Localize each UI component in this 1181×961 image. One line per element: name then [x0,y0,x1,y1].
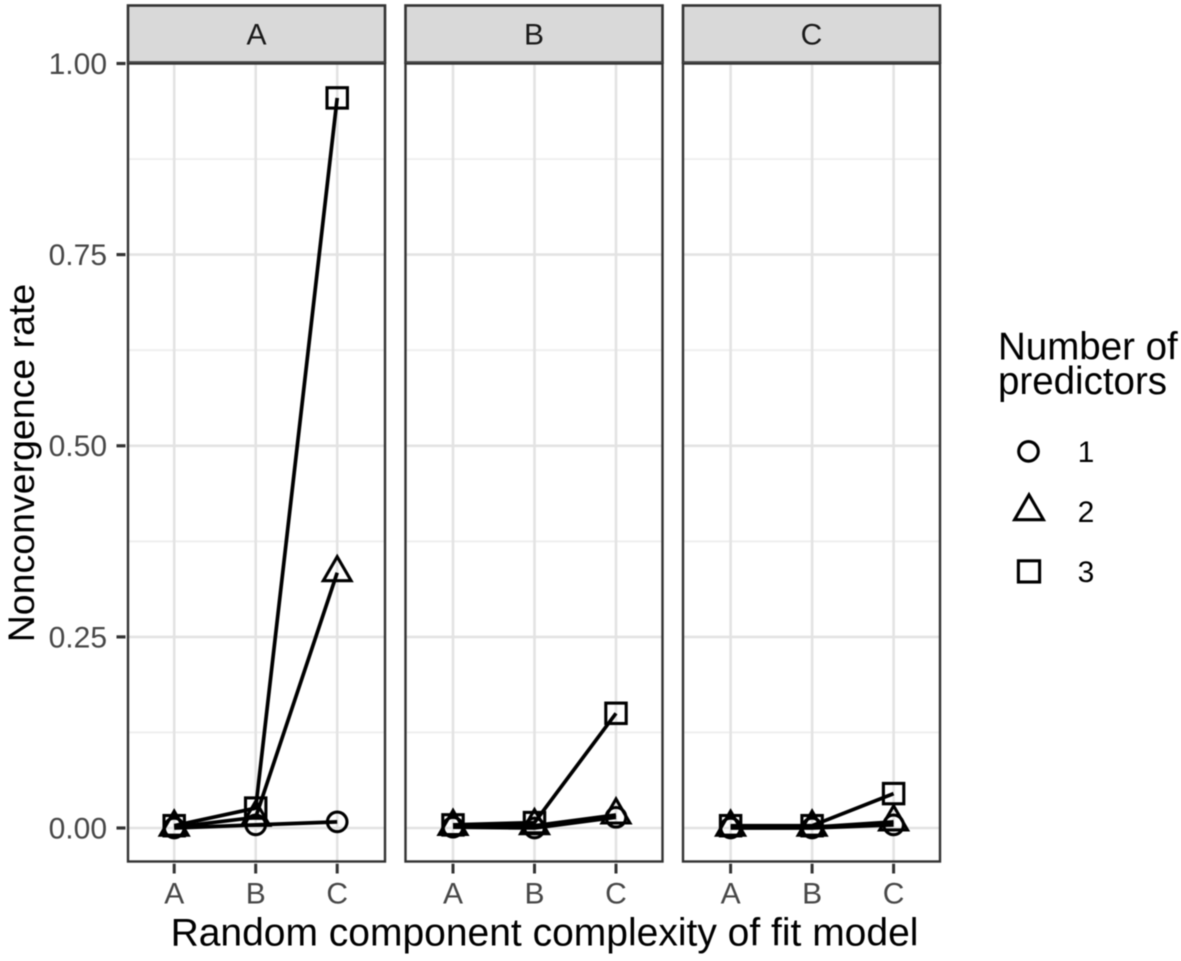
svg-text:C: C [605,878,627,911]
svg-text:0.50: 0.50 [49,430,107,463]
svg-text:B: B [802,878,822,911]
svg-text:Nonconvergence rate: Nonconvergence rate [0,284,42,643]
svg-text:predictors: predictors [998,360,1167,403]
svg-text:0.75: 0.75 [49,239,107,272]
svg-text:B: B [246,878,266,911]
svg-text:A: A [246,19,266,52]
svg-text:C: C [883,878,905,911]
svg-text:0.25: 0.25 [49,621,107,654]
svg-text:Number of: Number of [998,325,1178,368]
svg-text:B: B [524,878,544,911]
svg-text:0.00: 0.00 [49,812,107,845]
svg-text:1.00: 1.00 [49,48,107,81]
svg-text:3: 3 [1078,556,1095,589]
svg-text:A: A [721,878,741,911]
svg-text:C: C [326,878,348,911]
svg-text:Random component complexity of: Random component complexity of fit model [171,912,919,955]
svg-text:A: A [164,878,184,911]
svg-text:1: 1 [1078,436,1095,469]
svg-text:B: B [524,19,544,52]
svg-text:A: A [443,878,463,911]
svg-text:2: 2 [1078,496,1095,529]
svg-text:C: C [801,19,823,52]
